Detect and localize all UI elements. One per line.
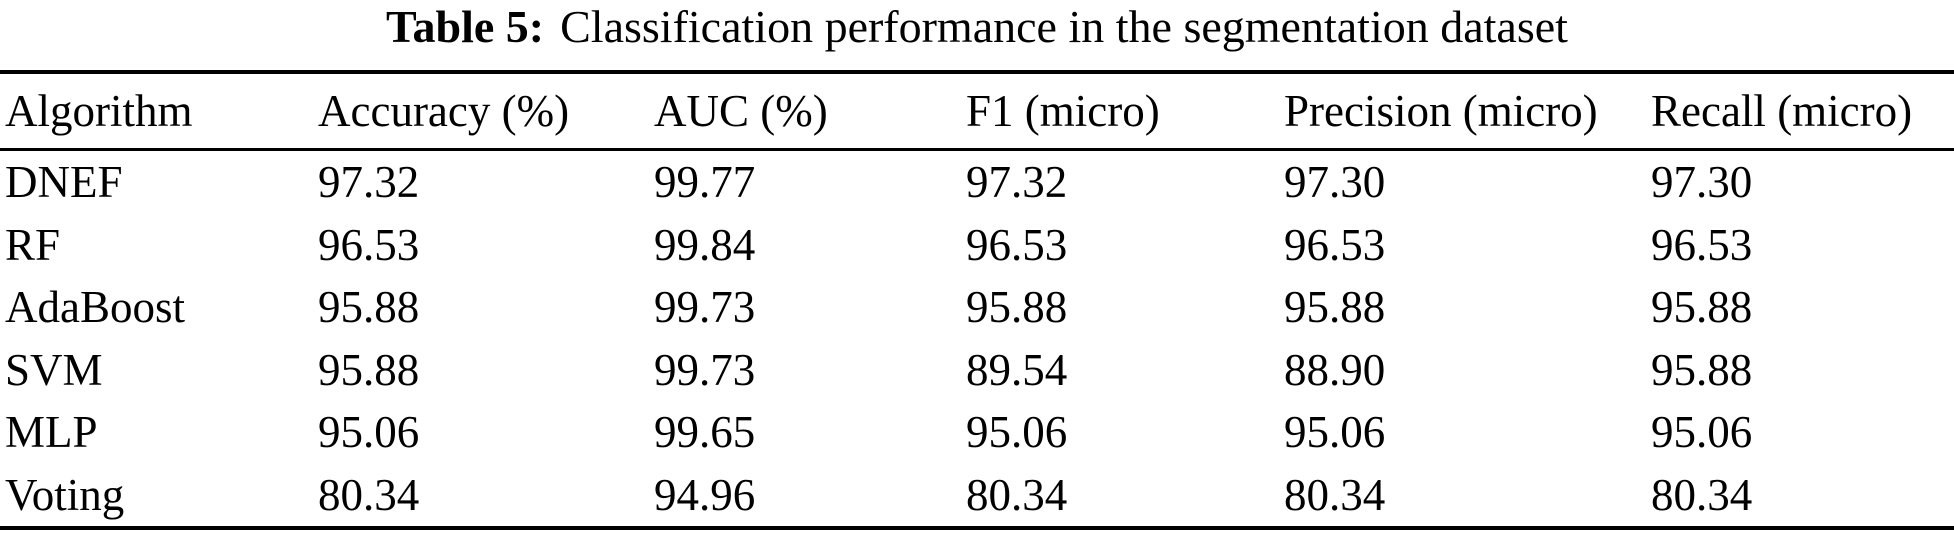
table-row-voting: Voting 80.34 94.96 80.34 80.34 80.34 xyxy=(0,464,1954,529)
precision-cell: 95.06 xyxy=(1284,407,1386,458)
recall-cell: 95.06 xyxy=(1651,407,1753,458)
auc-cell: 94.96 xyxy=(654,469,756,520)
f1-cell: 80.34 xyxy=(966,469,1068,520)
recall-cell: 95.88 xyxy=(1651,344,1753,395)
recall-cell: 97.30 xyxy=(1651,157,1753,208)
f1-cell: 96.53 xyxy=(966,219,1068,270)
accuracy-cell: 80.34 xyxy=(318,469,420,520)
table-caption-text: Classification performance in the segmen… xyxy=(560,1,1568,52)
accuracy-cell: 95.88 xyxy=(318,344,420,395)
algorithm-cell: AdaBoost xyxy=(5,282,185,333)
accuracy-cell: 95.06 xyxy=(318,407,420,458)
f1-cell: 95.88 xyxy=(966,282,1068,333)
recall-cell: 80.34 xyxy=(1651,469,1753,520)
column-header-auc: AUC (%) xyxy=(654,72,966,151)
algorithm-cell: DNEF xyxy=(5,157,123,208)
column-header-algorithm: Algorithm xyxy=(0,72,318,151)
table-caption-label: Table 5: xyxy=(386,1,545,52)
table-caption: Table 5: Classification performance in th… xyxy=(0,0,1954,70)
recall-cell: 96.53 xyxy=(1651,219,1753,270)
auc-cell: 99.73 xyxy=(654,282,756,333)
algorithm-cell: MLP xyxy=(5,407,98,458)
accuracy-cell: 97.32 xyxy=(318,157,420,208)
column-header-recall: Recall (micro) xyxy=(1651,72,1954,151)
header-row: Algorithm Accuracy (%) AUC (%) F1 (micro… xyxy=(0,72,1954,151)
precision-cell: 97.30 xyxy=(1284,157,1386,208)
precision-cell: 88.90 xyxy=(1284,344,1386,395)
auc-cell: 99.65 xyxy=(654,407,756,458)
auc-cell: 99.73 xyxy=(654,344,756,395)
f1-cell: 89.54 xyxy=(966,344,1068,395)
accuracy-cell: 96.53 xyxy=(318,219,420,270)
column-header-accuracy: Accuracy (%) xyxy=(318,72,654,151)
table-row-rf: RF 96.53 99.84 96.53 96.53 96.53 xyxy=(0,214,1954,277)
recall-cell: 95.88 xyxy=(1651,282,1753,333)
column-header-f1: F1 (micro) xyxy=(966,72,1284,151)
table-row-mlp: MLP 95.06 99.65 95.06 95.06 95.06 xyxy=(0,401,1954,464)
table-row-svm: SVM 95.88 99.73 89.54 88.90 95.88 xyxy=(0,339,1954,402)
precision-cell: 80.34 xyxy=(1284,469,1386,520)
accuracy-cell: 95.88 xyxy=(318,282,420,333)
f1-cell: 95.06 xyxy=(966,407,1068,458)
table-row-dnef: DNEF 97.32 99.77 97.32 97.30 97.30 xyxy=(0,150,1954,214)
algorithm-cell: Voting xyxy=(5,469,125,520)
precision-cell: 95.88 xyxy=(1284,282,1386,333)
precision-cell: 96.53 xyxy=(1284,219,1386,270)
algorithm-cell: RF xyxy=(5,219,61,270)
column-header-precision: Precision (micro) xyxy=(1284,72,1651,151)
f1-cell: 97.32 xyxy=(966,157,1068,208)
algorithm-cell: SVM xyxy=(5,344,103,395)
table-row-adaboost: AdaBoost 95.88 99.73 95.88 95.88 95.88 xyxy=(0,276,1954,339)
auc-cell: 99.84 xyxy=(654,219,756,270)
results-table: Algorithm Accuracy (%) AUC (%) F1 (micro… xyxy=(0,70,1954,530)
auc-cell: 99.77 xyxy=(654,157,756,208)
